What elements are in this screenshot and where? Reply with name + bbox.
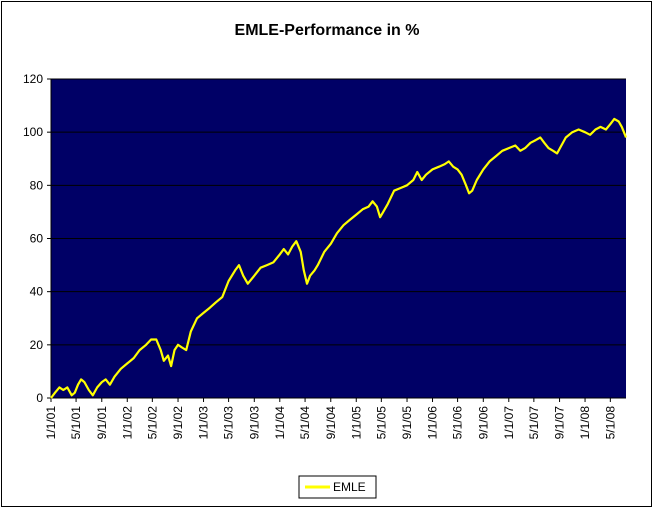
x-axis: 1/1/01 5/1/01 9/1/01 1/1/02 5/1/02 9/1/02 1/1/… [44, 397, 626, 440]
gridlines [51, 78, 626, 346]
x-tick-label: 9/1/03 [247, 406, 261, 440]
x-tick-label: 9/1/04 [324, 406, 338, 440]
y-tick-label: 60 [30, 232, 44, 246]
legend-label-emle: EMLE [333, 480, 366, 494]
x-tick-label: 1/1/05 [349, 406, 363, 440]
series-line-emle [50, 117, 628, 399]
y-tick-label: 100 [23, 125, 43, 139]
y-tick-label: 0 [36, 391, 43, 405]
y-tick-label: 20 [30, 338, 44, 352]
x-tick-label: 9/1/07 [553, 406, 567, 440]
x-tick-label: 5/1/04 [298, 406, 312, 440]
x-tick-label: 1/1/02 [120, 406, 134, 440]
x-tick-label: 1/1/04 [273, 406, 287, 440]
x-tick-label: 9/1/01 [95, 406, 109, 440]
y-tick-label: 80 [30, 178, 44, 192]
chart-title: EMLE-Performance in % [235, 22, 420, 39]
x-tick-label: 9/1/05 [400, 406, 414, 440]
x-tick-label: 5/1/03 [222, 406, 236, 440]
y-axis: 0 20 40 60 80 100 120 [23, 72, 52, 405]
legend-box [298, 475, 377, 499]
x-tick-label: 1/1/06 [426, 406, 440, 440]
x-tick-label: 5/1/08 [603, 406, 617, 440]
y-tick-label: 120 [23, 72, 43, 86]
x-tick-label: 1/1/01 [44, 406, 58, 440]
series-layer [50, 117, 628, 399]
x-tick-label: 5/1/05 [374, 406, 388, 440]
x-tick-label: 1/1/08 [578, 406, 592, 440]
x-tick-label: 5/1/02 [145, 406, 159, 440]
x-tick-label: 1/1/03 [197, 406, 211, 440]
x-tick-label: 5/1/01 [69, 406, 83, 440]
y-tick-label: 40 [30, 285, 44, 299]
legend: EMLE [298, 475, 377, 499]
x-tick-label: 9/1/02 [171, 406, 185, 440]
x-tick-label: 9/1/06 [476, 406, 490, 440]
x-tick-label: 1/1/07 [502, 406, 516, 440]
x-tick-label: 5/1/07 [527, 406, 541, 440]
x-tick-label: 5/1/06 [451, 406, 465, 440]
